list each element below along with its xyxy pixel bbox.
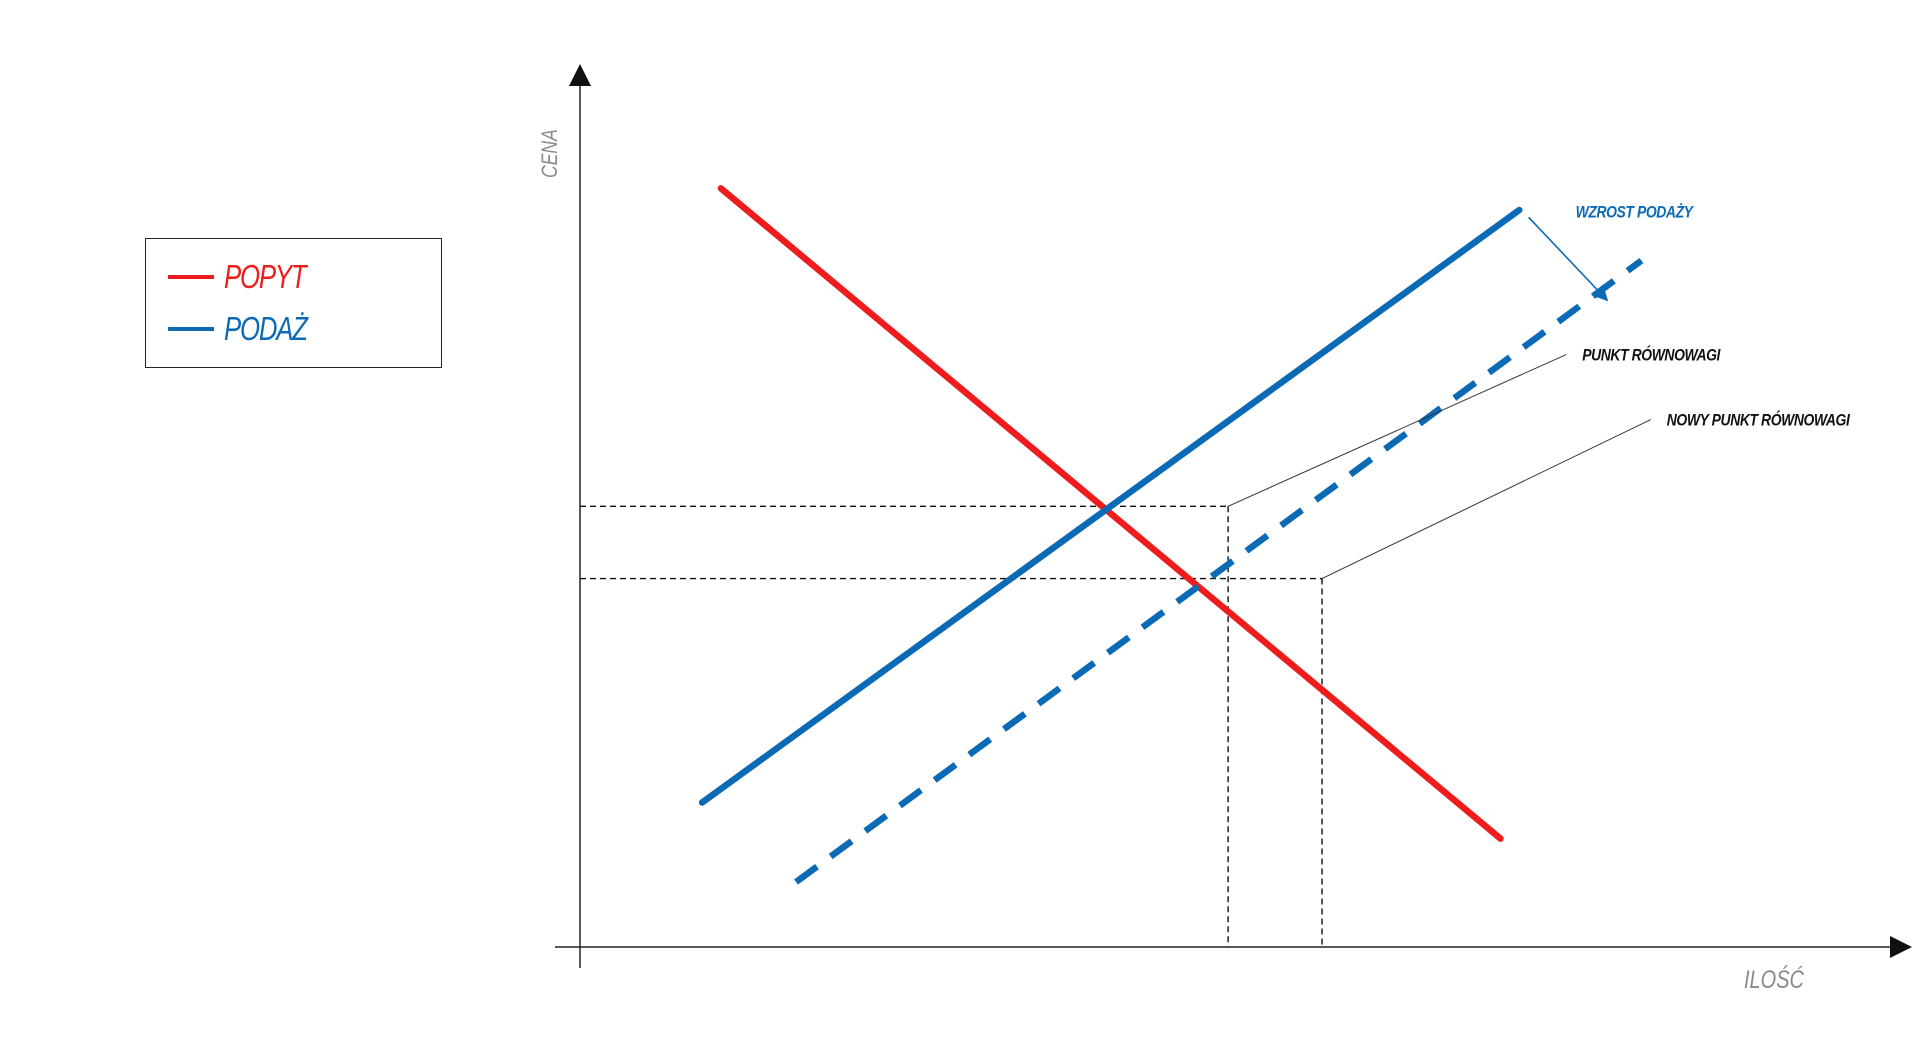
legend-label-podaz: PODAŻ: [224, 310, 308, 347]
equilibrium-1-leader-line: [1321, 419, 1652, 579]
equilibrium-reference-lines: [580, 505, 1323, 947]
legend-swatch-podaz: [168, 327, 214, 331]
legend-item-podaz: PODAŻ: [168, 311, 330, 347]
x-axis-arrow-icon: [1890, 936, 1912, 958]
y-axis-title: CENA: [538, 129, 562, 178]
legend-item-popyt: POPYT: [168, 259, 328, 295]
legend-swatch-popyt: [168, 275, 214, 279]
legend: POPYT PODAŻ: [145, 238, 442, 368]
supply-shift-arrow-icon: [1528, 216, 1609, 302]
x-axis-title: ILOŚĆ: [1744, 966, 1805, 994]
equilibrium-1-label: NOWY PUNKT RÓWNOWAGI: [1667, 410, 1851, 430]
equilibrium-0-leader-line: [1227, 354, 1567, 507]
equilibrium-0-label: PUNKT RÓWNOWAGI: [1582, 345, 1721, 365]
supply-shift-label: WZROST PODAŻY: [1576, 203, 1695, 222]
annotation-layer: PUNKT RÓWNOWAGI NOWY PUNKT RÓWNOWAGI WZROS…: [1227, 203, 1851, 579]
series-popyt-line: [717, 185, 1504, 842]
series-podaż-line: [698, 206, 1523, 806]
legend-label-popyt: POPYT: [224, 258, 307, 295]
y-axis-arrow-icon: [569, 64, 591, 86]
series-layer: [698, 185, 1644, 885]
series-shifted-supply-line: [794, 258, 1644, 885]
